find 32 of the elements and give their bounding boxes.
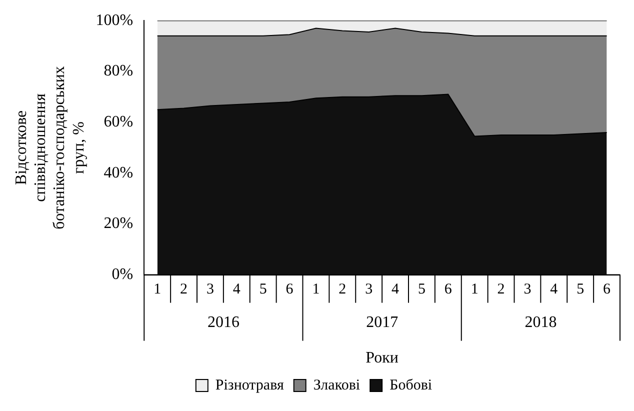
x-tick-label: 1 [470, 282, 478, 298]
x-tick-label: 5 [418, 282, 426, 298]
x-tick-label: 1 [312, 282, 320, 298]
x-tick-label: 2 [180, 282, 188, 298]
x-tick-label: 2 [497, 282, 505, 298]
y-tick-label: 60% [104, 113, 134, 130]
text: 2018 [524, 314, 557, 332]
x-tick-label: 1 [154, 282, 162, 298]
legend-label: Бобові [390, 377, 432, 394]
y-tick-label: 40% [104, 164, 134, 182]
text: 2017 [366, 314, 398, 332]
x-tick-label: 3 [365, 282, 373, 298]
legend-label: Різнотравя [215, 377, 284, 394]
text: 2016 [207, 314, 240, 332]
x-tick-label: 5 [259, 282, 267, 298]
y-tick-label: 80% [104, 62, 134, 80]
x-tick-label: 6 [286, 282, 294, 298]
x-tick-label: 6 [444, 282, 452, 298]
x-tick-label: 4 [232, 282, 241, 298]
x-axis-title: Роки [366, 350, 399, 367]
x-tick-label: 4 [550, 282, 558, 298]
y-tick-label: 0% [112, 266, 134, 284]
y-tick-label: 100% [96, 12, 134, 29]
legend-label: Злакові [313, 377, 360, 394]
y-tick-label: 20% [104, 215, 134, 232]
y-axis-title: Відсоткове співвідношення ботаніко-господарських груп, % [12, 66, 88, 230]
x-tick-label: 3 [206, 282, 214, 298]
x-tick-label: 3 [524, 282, 532, 298]
x-tick-label: 2 [338, 282, 346, 298]
x-tick-label: 5 [576, 282, 584, 298]
x-tick-label: 6 [603, 282, 612, 298]
x-tick-label: 4 [392, 282, 400, 298]
